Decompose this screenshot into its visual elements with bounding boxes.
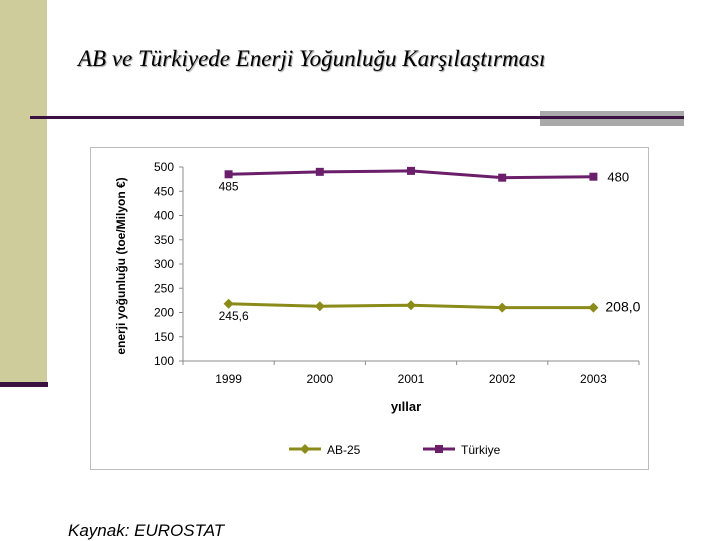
x-tick-label: 1999 (215, 372, 242, 386)
title-rule-accent-line (540, 116, 684, 119)
data-label: 245,6 (219, 309, 249, 323)
legend-marker-ab-25 (300, 444, 310, 454)
y-tick-label: 100 (154, 354, 174, 368)
y-tick-label: 500 (154, 160, 174, 174)
y-tick-label: 250 (154, 281, 174, 295)
data-label: 480 (607, 170, 629, 185)
data-point-ab-25 (588, 302, 599, 313)
legend-label-t-rkiye: Türkiye (461, 443, 501, 457)
slide-title: AB ve Türkiyede Enerji Yoğunluğu Karşıla… (78, 46, 546, 71)
sidebar-accent-bar (0, 0, 47, 382)
data-point-ab-25 (223, 298, 234, 309)
y-tick-label: 400 (154, 209, 174, 223)
x-axis-title: yıllar (391, 399, 421, 414)
y-tick-label: 350 (154, 233, 174, 247)
y-tick-label: 300 (154, 257, 174, 271)
y-tick-label: 450 (154, 184, 174, 198)
y-axis-title: enerji yoğunluğu (toe/Milyon €) (114, 177, 128, 354)
y-tick-label: 200 (154, 306, 174, 320)
x-tick-label: 2003 (580, 372, 607, 386)
data-point-t-rkiye (224, 170, 233, 179)
x-tick-label: 2001 (398, 372, 425, 386)
legend-label-ab-25: AB-25 (327, 443, 361, 457)
x-tick-label: 2000 (306, 372, 333, 386)
y-tick-label: 150 (154, 330, 174, 344)
legend-marker-t-rkiye (435, 445, 443, 453)
sidebar-accent-edge (0, 382, 48, 387)
data-point-t-rkiye (498, 173, 507, 182)
title-rule (30, 116, 682, 119)
data-point-t-rkiye (589, 172, 598, 181)
data-point-ab-25 (497, 302, 508, 313)
data-point-t-rkiye (407, 166, 415, 175)
source-note: Kaynak: EUROSTAT (68, 521, 225, 540)
data-point-ab-25 (406, 300, 416, 311)
chart-container: 100 150 200 250 300 350 400 450 500 1999 2000 2001 2… (90, 147, 649, 470)
data-label: 208,0 (605, 299, 640, 315)
energy-intensity-chart: 100 150 200 250 300 350 400 450 500 1999 2000 2001 2… (114, 160, 641, 457)
data-point-ab-25 (314, 301, 325, 312)
x-tick-label: 2002 (489, 372, 516, 386)
data-label: 485 (219, 179, 239, 193)
data-point-t-rkiye (315, 167, 324, 176)
